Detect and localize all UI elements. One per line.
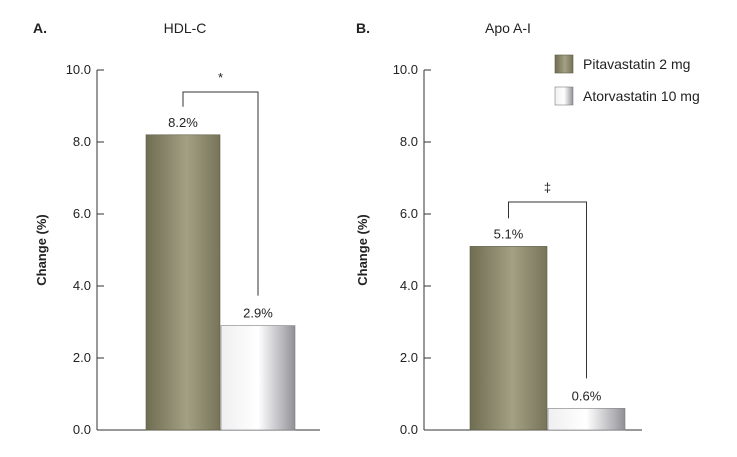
y-tick-label: 2.0: [400, 350, 418, 365]
data-label: 5.1%: [494, 226, 524, 241]
significance-bracket: [508, 201, 587, 379]
y-axis-label: Change (%): [34, 214, 49, 286]
y-tick-label: 0.0: [73, 422, 91, 437]
legend-label: Atorvastatin 10 mg: [583, 88, 700, 104]
chart-title: Apo A-I: [485, 20, 531, 36]
bar-atorvastatin: [547, 408, 626, 431]
y-tick-label: 0.0: [400, 422, 418, 437]
y-axis-label: Change (%): [355, 214, 370, 286]
bar-pitavastatin: [469, 246, 548, 431]
chart-panel-a: A. HDL-C 0.0 2.0 4.0 6.0 8.0 10.0 Change (%) 8.2%…: [33, 20, 320, 437]
legend: Pitavastatin 2 mg Atorvastatin 10 mg: [554, 54, 700, 106]
data-label: 0.6%: [572, 388, 602, 403]
bar-pitavastatin: [145, 134, 221, 431]
panel-label: B.: [356, 20, 370, 36]
panel-label: A.: [33, 20, 47, 36]
data-label: 8.2%: [168, 115, 198, 130]
y-tick-label: 4.0: [73, 278, 91, 293]
y-tick-label: 10.0: [66, 62, 91, 77]
chart-panel-b: B. Apo A-I 0.0 2.0 4.0 6.0 8.0 10.0 Change (%) 5.…: [355, 20, 642, 437]
y-tick-label: 10.0: [393, 62, 418, 77]
significance-bracket: [182, 91, 259, 296]
legend-label: Pitavastatin 2 mg: [583, 56, 690, 72]
significance-marker: ‡: [544, 180, 551, 195]
y-tick-label: 2.0: [73, 350, 91, 365]
y-tick-label: 8.0: [73, 134, 91, 149]
y-tick-label: 4.0: [400, 278, 418, 293]
y-tick-label: 6.0: [73, 206, 91, 221]
chart-title: HDL-C: [164, 20, 207, 36]
data-label: 2.9%: [243, 306, 273, 321]
significance-marker: *: [218, 70, 223, 85]
legend-swatch-atorvastatin: [554, 86, 574, 106]
legend-swatch-pitavastatin: [554, 54, 574, 74]
y-tick-label: 6.0: [400, 206, 418, 221]
y-tick-label: 8.0: [400, 134, 418, 149]
bar-atorvastatin: [220, 325, 296, 431]
